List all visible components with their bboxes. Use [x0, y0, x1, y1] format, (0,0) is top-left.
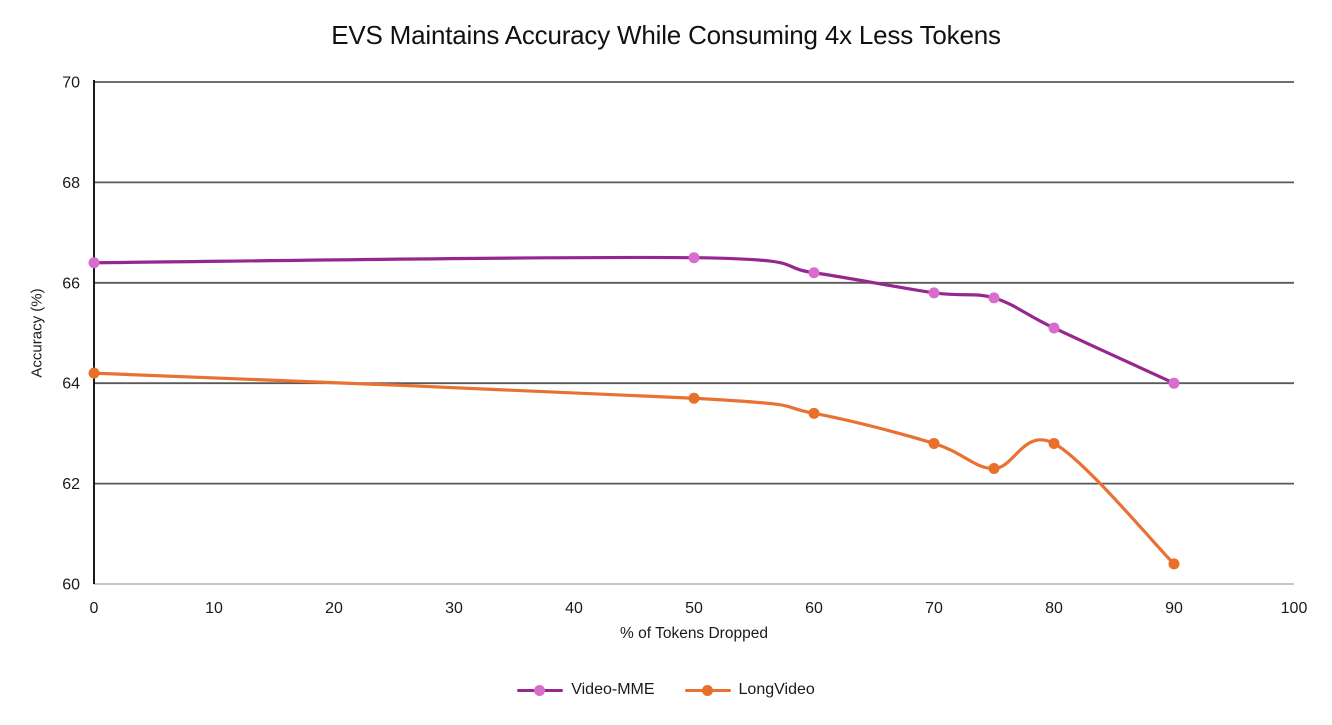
x-tick-label-100: 100 — [1281, 600, 1308, 617]
series-line-video-mme — [92, 255, 1176, 385]
y-tick-label-62: 62 — [62, 476, 80, 493]
data-point-longvideo-90 — [1168, 558, 1180, 570]
data-point-video-mme-80 — [1048, 322, 1060, 334]
data-point-longvideo-75 — [988, 463, 1000, 475]
data-point-longvideo-0 — [88, 367, 100, 379]
data-point-video-mme-0 — [88, 257, 100, 269]
x-tick-label-0: 0 — [90, 600, 99, 617]
data-point-longvideo-70 — [928, 437, 940, 449]
legend-line-marker-icon — [684, 684, 731, 696]
x-tick-label-80: 80 — [1045, 600, 1063, 617]
x-axis-title: % of Tokens Dropped — [620, 625, 768, 642]
data-point-video-mme-90 — [1168, 377, 1180, 389]
legend-label-video-mme: Video-MME — [571, 681, 655, 698]
x-tick-label-40: 40 — [565, 600, 583, 617]
chart-title: EVS Maintains Accuracy While Consuming 4… — [331, 20, 1001, 50]
y-tick-label-60: 60 — [62, 577, 80, 594]
x-tick-label-10: 10 — [205, 600, 223, 617]
series-line-longvideo — [92, 371, 1176, 566]
x-tick-label-50: 50 — [685, 600, 703, 617]
legend-item-longvideo: LongVideo — [684, 681, 815, 699]
legend-line-marker-icon — [517, 684, 564, 696]
data-point-longvideo-50 — [688, 392, 700, 404]
x-tick-label-20: 20 — [325, 600, 343, 617]
data-point-video-mme-60 — [808, 267, 820, 279]
legend: Video-MME LongVideo — [0, 681, 1332, 699]
y-tick-label-68: 68 — [62, 175, 80, 192]
data-point-longvideo-60 — [808, 407, 820, 419]
y-tick-label-66: 66 — [62, 275, 80, 292]
legend-item-video-mme: Video-MME — [517, 681, 655, 699]
x-tick-label-90: 90 — [1165, 600, 1183, 617]
legend-label-longvideo: LongVideo — [738, 681, 815, 698]
data-point-longvideo-80 — [1048, 437, 1060, 449]
x-tick-label-30: 30 — [445, 600, 463, 617]
x-tick-label-60: 60 — [805, 600, 823, 617]
y-tick-label-70: 70 — [62, 75, 80, 92]
data-point-video-mme-75 — [988, 292, 1000, 304]
y-tick-label-64: 64 — [62, 376, 80, 393]
data-point-video-mme-50 — [688, 252, 700, 264]
y-axis-title: Accuracy (%) — [28, 288, 46, 378]
data-point-video-mme-70 — [928, 287, 940, 299]
x-tick-label-70: 70 — [925, 600, 943, 617]
